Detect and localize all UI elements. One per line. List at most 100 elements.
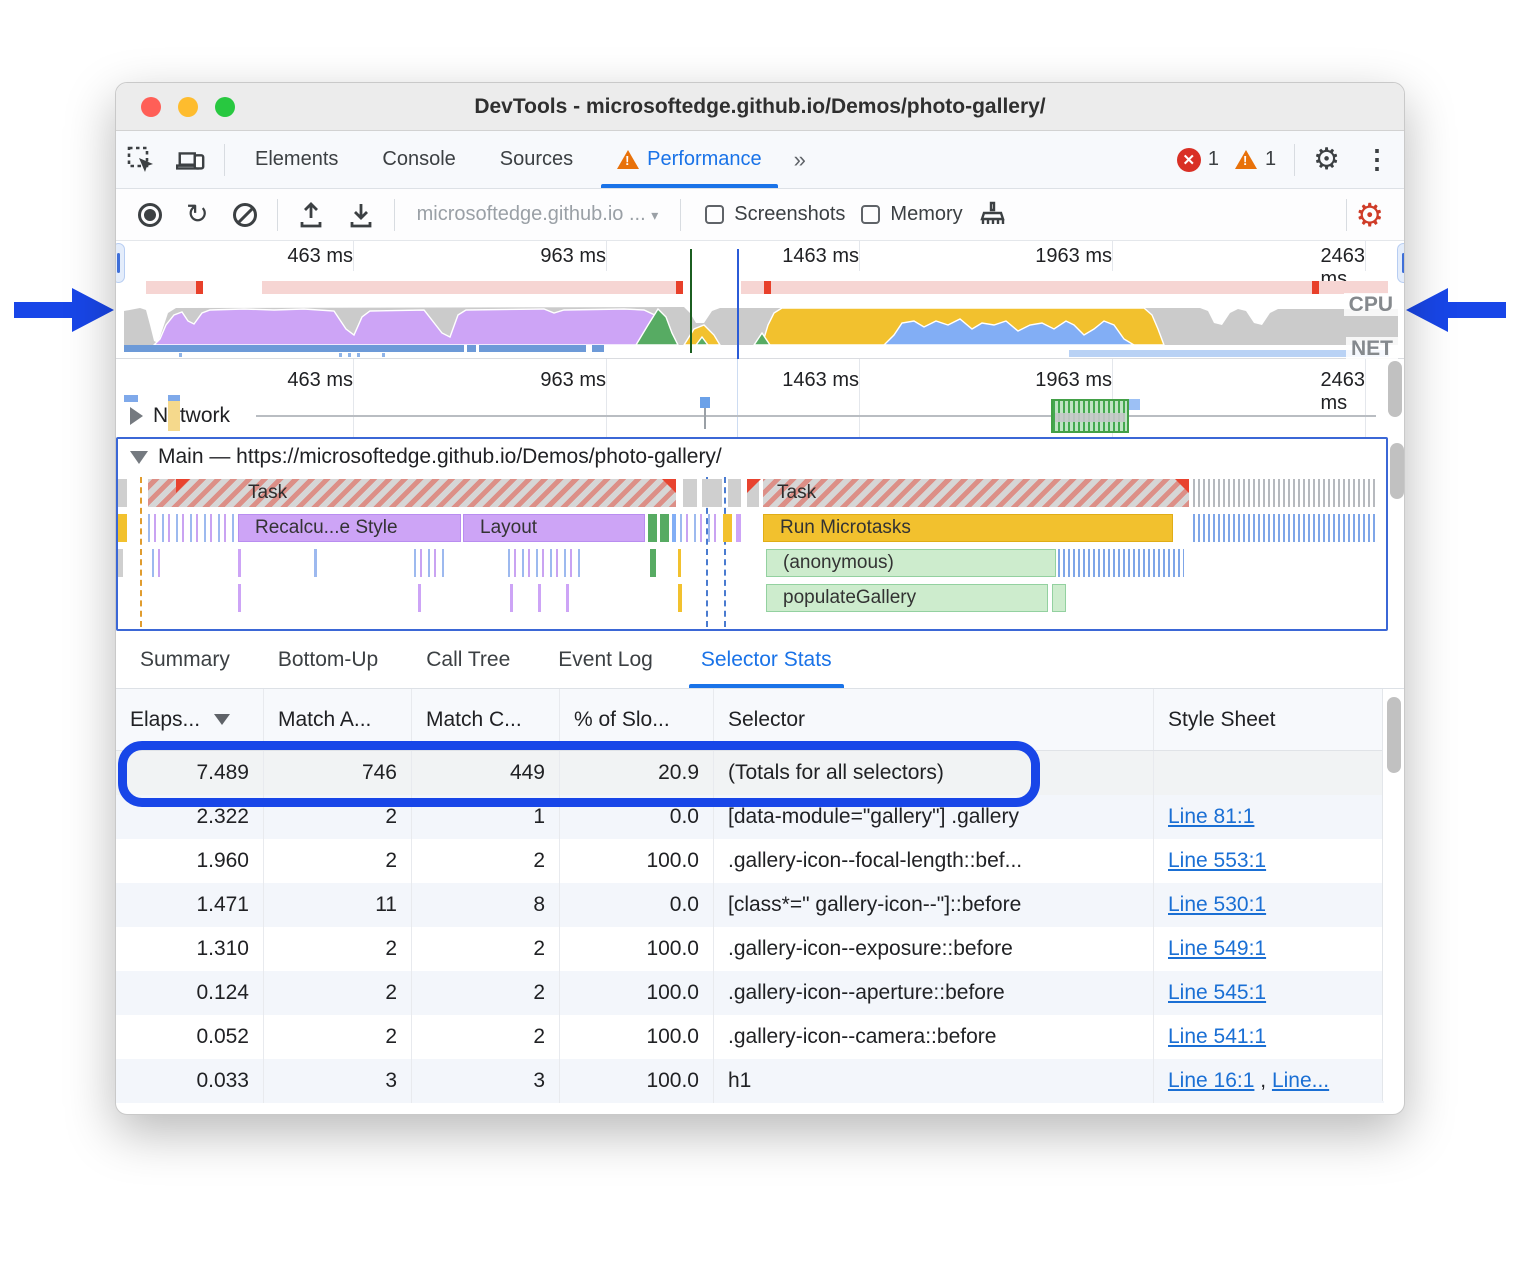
table-row[interactable]: 1.471 11 8 0.0 [class*=" gallery-icon--"…	[116, 883, 1384, 927]
net-activity-row	[124, 345, 1398, 358]
style-sheet-link[interactable]: Line 530:1	[1168, 893, 1267, 916]
ruler-tick: 963 ms	[540, 369, 606, 391]
divider	[680, 198, 682, 231]
long-task-bar	[741, 281, 1388, 294]
tab-console[interactable]: Console	[382, 148, 456, 170]
warning-badge-icon[interactable]	[1234, 150, 1257, 169]
warning-count[interactable]: 1	[1264, 148, 1277, 170]
main-thread-header[interactable]: Main — https://microsoftedge.github.io/D…	[118, 439, 1386, 475]
long-task-bar	[146, 281, 202, 294]
layout-bar[interactable]: Layout	[463, 514, 645, 542]
network-tick	[704, 401, 706, 429]
reload-and-record-icon[interactable]: ↻	[186, 199, 209, 229]
network-request-chip	[124, 395, 138, 402]
long-task-bar	[262, 281, 682, 294]
network-track-label[interactable]: Network	[153, 404, 231, 427]
header-style-sheet[interactable]: Style Sheet	[1168, 707, 1276, 731]
network-scrollbar-thumb[interactable]	[1388, 361, 1402, 417]
flame-row-tasks: Task Task	[118, 479, 1386, 507]
minimize-window-button[interactable]	[178, 97, 198, 117]
style-sheet-link[interactable]: Line 545:1	[1168, 981, 1267, 1004]
anonymous-bar[interactable]: (anonymous)	[766, 549, 1056, 577]
inspect-element-icon[interactable]	[126, 145, 156, 175]
performance-warning-icon	[617, 150, 640, 169]
table-scrollbar-track[interactable]	[1382, 689, 1404, 1101]
maximize-window-button[interactable]	[215, 97, 235, 117]
table-row[interactable]: 1.960 2 2 100.0 .gallery-icon--focal-len…	[116, 839, 1384, 883]
main-thread-label: Main — https://microsoftedge.github.io/D…	[158, 445, 722, 468]
screenshots-checkbox[interactable]	[705, 205, 725, 224]
network-request-band	[168, 395, 180, 431]
timeline-overview[interactable]: 463 ms 963 ms 1463 ms 1963 ms 2463 ms	[116, 241, 1404, 361]
main-disclosure-icon[interactable]	[130, 450, 148, 464]
main-thread-section[interactable]: Main — https://microsoftedge.github.io/D…	[116, 437, 1388, 631]
save-profile-icon[interactable]	[346, 200, 376, 230]
run-microtasks-bar[interactable]: Run Microtasks	[763, 514, 1173, 542]
network-marker	[700, 397, 710, 408]
network-disclosure-icon[interactable]	[130, 407, 143, 425]
cpu-label: CPU	[1343, 293, 1398, 317]
screenshots-label[interactable]: Screenshots	[734, 203, 846, 225]
style-sheet-link[interactable]: Line 81:1	[1168, 805, 1255, 828]
long-task-corner-icon	[662, 479, 676, 493]
overview-right-handle[interactable]	[1397, 243, 1404, 283]
populate-gallery-bar[interactable]: populateGallery	[766, 584, 1048, 612]
tab-elements[interactable]: Elements	[255, 148, 339, 170]
network-marker	[1129, 399, 1140, 410]
header-elapsed[interactable]: Elaps...	[116, 689, 264, 750]
tab-selector-stats[interactable]: Selector Stats	[677, 631, 856, 688]
record-button[interactable]	[138, 202, 162, 227]
tab-sources[interactable]: Sources	[499, 148, 574, 170]
table-row[interactable]: 0.052 2 2 100.0 .gallery-icon--camera::b…	[116, 1015, 1384, 1059]
header-pct-slow[interactable]: % of Slo...	[560, 689, 714, 750]
close-window-button[interactable]	[141, 97, 161, 117]
table-row-totals[interactable]: 7.489 746 449 20.9 (Totals for all selec…	[116, 751, 1384, 795]
header-match-count[interactable]: Match C...	[412, 689, 560, 750]
table-row[interactable]: 0.124 2 2 100.0 .gallery-icon--aperture:…	[116, 971, 1384, 1015]
table-scrollbar-thumb[interactable]	[1387, 697, 1401, 773]
header-match-attempts[interactable]: Match A...	[264, 689, 412, 750]
history-dropdown[interactable]: microsoftedge.github.io ... ▾	[416, 203, 659, 225]
flame-row-anonymous: (anonymous)	[118, 549, 1386, 577]
settings-gear-icon[interactable]: ⚙	[1313, 142, 1340, 176]
more-tabs-button[interactable]: »	[793, 146, 806, 172]
device-toolbar-icon[interactable]	[176, 145, 206, 175]
memory-label[interactable]: Memory	[890, 203, 963, 225]
selector-stats-table: Elaps... Match A... Match C... % of Slo.…	[116, 689, 1384, 1103]
long-task-corner-icon	[1175, 479, 1189, 493]
style-sheet-link[interactable]: Line...	[1271, 1069, 1330, 1092]
load-profile-icon[interactable]	[296, 200, 326, 230]
error-badge-icon[interactable]: ✕	[1176, 147, 1201, 172]
tab-performance[interactable]: Performance	[595, 131, 784, 188]
tab-event-log[interactable]: Event Log	[558, 647, 653, 671]
recalculate-style-bar[interactable]: Recalcu...e Style	[238, 514, 461, 542]
window-titlebar[interactable]: DevTools - microsoftedge.github.io/Demos…	[116, 83, 1404, 131]
style-sheet-link[interactable]: Line 16:1	[1168, 1069, 1255, 1092]
table-row[interactable]: 1.310 2 2 100.0 .gallery-icon--exposure:…	[116, 927, 1384, 971]
overview-left-handle[interactable]	[116, 243, 125, 283]
task-bar[interactable]: Task	[763, 479, 1189, 507]
style-sheet-link[interactable]: Line 549:1	[1168, 937, 1267, 960]
divider	[276, 198, 278, 231]
error-count[interactable]: 1	[1207, 148, 1219, 170]
task-bar[interactable]: Task	[148, 479, 676, 507]
style-sheet-link[interactable]: Line 541:1	[1168, 1025, 1267, 1048]
memory-checkbox[interactable]	[861, 205, 881, 224]
tab-bottom-up[interactable]: Bottom-Up	[277, 647, 379, 671]
ruler-tick: 1963 ms	[1035, 369, 1112, 391]
style-sheet-link[interactable]: Line 553:1	[1168, 849, 1267, 872]
main-scrollbar-thumb[interactable]	[1390, 443, 1404, 499]
capture-settings-gear-icon[interactable]: ⚙	[1355, 196, 1384, 233]
kebab-menu-icon[interactable]: ⋮	[1364, 144, 1390, 174]
table-row[interactable]: 0.033 3 3 100.0 h1 Line 16:1 , Line...	[116, 1059, 1384, 1103]
table-row[interactable]: 2.322 2 1 0.0 [data-module="gallery"] .g…	[116, 795, 1384, 839]
network-track[interactable]: Network	[116, 395, 1404, 437]
tab-call-tree[interactable]: Call Tree	[426, 647, 511, 671]
clear-recording-icon[interactable]	[232, 202, 257, 227]
tab-summary[interactable]: Summary	[140, 647, 230, 671]
garbage-collect-icon[interactable]	[977, 200, 1007, 230]
blue-playhead-marker[interactable]	[737, 249, 739, 359]
green-playhead-marker[interactable]	[690, 249, 692, 353]
header-selector[interactable]: Selector	[714, 689, 1154, 750]
